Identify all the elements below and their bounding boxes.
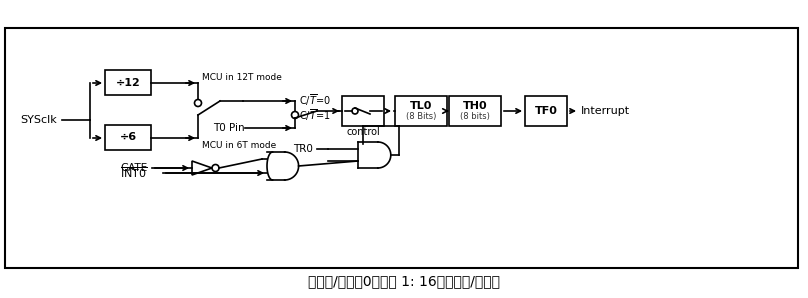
Text: C/$\overline{T}$=1: C/$\overline{T}$=1 (299, 107, 330, 123)
Text: TL0: TL0 (410, 101, 432, 111)
Text: SYSclk: SYSclk (20, 115, 57, 125)
Text: Interrupt: Interrupt (581, 106, 630, 116)
Bar (449, 96, 501, 126)
Text: T0 Pin: T0 Pin (213, 123, 245, 133)
Text: C/$\overline{T}$=0: C/$\overline{T}$=0 (299, 92, 330, 108)
Text: (8 Bits): (8 Bits) (406, 111, 436, 120)
Text: control: control (346, 127, 380, 137)
Bar (395, 96, 447, 126)
Text: TR0: TR0 (293, 144, 313, 154)
Text: ÷6: ÷6 (120, 133, 137, 142)
Text: (8 bits): (8 bits) (460, 111, 490, 120)
Text: TF0: TF0 (535, 106, 558, 116)
Text: TH0: TH0 (463, 101, 487, 111)
Bar (342, 96, 384, 126)
Bar (105, 125, 151, 150)
Text: $\overline{\mathrm{INT0}}$: $\overline{\mathrm{INT0}}$ (120, 166, 148, 180)
Text: 定时器/计数器0的模式 1: 16位定时器/计数器: 定时器/计数器0的模式 1: 16位定时器/计数器 (308, 274, 500, 288)
Bar (105, 70, 151, 95)
Text: MCU in 6T mode: MCU in 6T mode (202, 140, 276, 150)
Text: GATE: GATE (120, 163, 147, 173)
Bar (525, 96, 567, 126)
Text: MCU in 12T mode: MCU in 12T mode (202, 74, 282, 83)
Polygon shape (192, 161, 212, 175)
Text: ÷12: ÷12 (116, 77, 141, 88)
Bar (5, 28, 798, 268)
